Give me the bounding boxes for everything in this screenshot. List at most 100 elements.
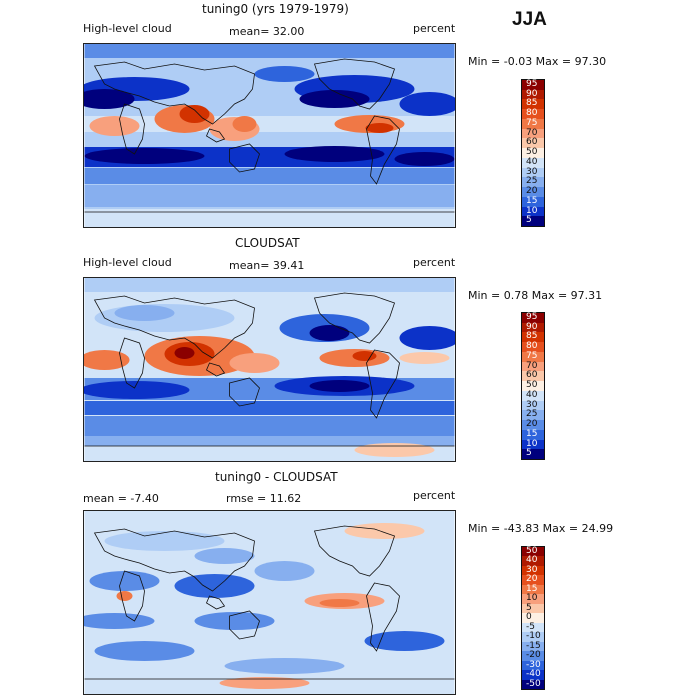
colorbar-swatch xyxy=(522,99,544,110)
colorbar-swatch xyxy=(522,118,544,129)
colorbar-swatch xyxy=(522,547,544,557)
colorbar-label: 25 xyxy=(526,176,538,187)
panel1-colorbar: 95 90 85 80 75 70 60 50 40 30 25 20 15 10 5 xyxy=(521,79,545,227)
colorbar-swatch xyxy=(522,177,544,188)
colorbar-swatch xyxy=(522,584,544,595)
colorbar-swatch xyxy=(522,351,544,362)
colorbar-swatch xyxy=(522,400,544,411)
colorbar-swatch xyxy=(522,439,544,450)
colorbar-label: 90 xyxy=(526,88,538,99)
colorbar-label: 10 xyxy=(526,593,538,604)
colorbar-swatch xyxy=(522,128,544,139)
colorbar-swatch xyxy=(522,89,544,100)
colorbar-swatch xyxy=(522,332,544,343)
colorbar-swatch xyxy=(522,613,544,623)
panel2-colorbar: 95 90 85 80 75 70 60 50 40 30 25 20 15 10 5 xyxy=(521,312,545,460)
panel2-minmax: Min = 0.78 Max = 97.31 xyxy=(468,289,603,302)
colorbar-swatch xyxy=(522,641,544,652)
panel3-title: tuning0 - CLOUDSAT xyxy=(215,470,338,484)
colorbar-swatch xyxy=(522,420,544,430)
panel2-mean: mean= 39.41 xyxy=(229,259,305,272)
panel3-minmax: Min = -43.83 Max = 24.99 xyxy=(468,522,614,535)
colorbar-label: 20 xyxy=(526,419,538,430)
colorbar-label: 15 xyxy=(526,583,538,594)
colorbar-label: 5 xyxy=(526,215,532,226)
panel1-mean: mean= 32.00 xyxy=(229,25,305,38)
colorbar-label: -15 xyxy=(526,640,541,651)
colorbar-label: -20 xyxy=(526,650,541,661)
colorbar-swatch xyxy=(522,429,544,440)
colorbar-swatch xyxy=(522,390,544,401)
colorbar-label: 10 xyxy=(526,205,538,216)
colorbar-label: 75 xyxy=(526,117,538,128)
colorbar-swatch xyxy=(522,575,544,585)
panel1-map xyxy=(83,43,456,228)
colorbar-label: 20 xyxy=(526,574,538,585)
colorbar-swatch xyxy=(522,449,544,459)
colorbar-label: 50 xyxy=(526,546,538,556)
colorbar-label: 20 xyxy=(526,186,538,197)
colorbar-swatch xyxy=(522,556,544,566)
panel3-colorbar: 50 40 30 20 15 10 5 0 -5 -10 -15 -20 -30 -40 -50 xyxy=(521,546,545,690)
colorbar-label: -30 xyxy=(526,659,541,670)
panel1-left-label: High-level cloud xyxy=(83,22,172,35)
colorbar-label: 40 xyxy=(526,555,538,566)
colorbar-label: 60 xyxy=(526,137,538,148)
colorbar-swatch xyxy=(522,670,544,680)
panel3-map xyxy=(83,510,456,695)
colorbar-label: 85 xyxy=(526,331,538,342)
colorbar-label: 10 xyxy=(526,438,538,449)
colorbar-swatch xyxy=(522,679,544,689)
colorbar-label: -50 xyxy=(526,678,541,689)
colorbar-swatch xyxy=(522,651,544,661)
colorbar-swatch xyxy=(522,206,544,217)
panel2-title: CLOUDSAT xyxy=(235,236,300,250)
colorbar-swatch xyxy=(522,322,544,333)
colorbar-label: 60 xyxy=(526,370,538,381)
colorbar-label: 95 xyxy=(526,312,538,322)
panel2-units: percent xyxy=(413,256,456,269)
colorbar-swatch xyxy=(522,660,544,671)
colorbar-label: 5 xyxy=(526,602,532,613)
season-label: JJA xyxy=(512,9,547,30)
colorbar-label: 50 xyxy=(526,147,538,158)
colorbar-label: 40 xyxy=(526,389,538,400)
colorbar-swatch xyxy=(522,80,544,90)
colorbar-swatch xyxy=(522,167,544,178)
colorbar-label: 0 xyxy=(526,612,532,623)
colorbar-swatch xyxy=(522,157,544,168)
colorbar-swatch xyxy=(522,632,544,642)
colorbar-swatch xyxy=(522,342,544,352)
colorbar-swatch xyxy=(522,138,544,149)
colorbar-label: 75 xyxy=(526,350,538,361)
colorbar-swatch xyxy=(522,603,544,614)
colorbar-swatch xyxy=(522,361,544,372)
panel1-units: percent xyxy=(413,22,456,35)
colorbar-swatch xyxy=(522,148,544,158)
colorbar-label: 90 xyxy=(526,321,538,332)
colorbar-label: 70 xyxy=(526,360,538,371)
panel2-map xyxy=(83,277,456,462)
colorbar-label: 30 xyxy=(526,564,538,575)
colorbar-swatch xyxy=(522,381,544,391)
colorbar-label: 30 xyxy=(526,399,538,410)
colorbar-label: 15 xyxy=(526,195,538,206)
panel3-units: percent xyxy=(413,489,456,502)
colorbar-label: 85 xyxy=(526,98,538,109)
panel2-left-label: High-level cloud xyxy=(83,256,172,269)
colorbar-label: -10 xyxy=(526,631,541,642)
colorbar-label: 80 xyxy=(526,108,538,119)
panel3-rmse: rmse = 11.62 xyxy=(226,492,302,505)
panel1-title: tuning0 (yrs 1979-1979) xyxy=(202,2,349,16)
colorbar-swatch xyxy=(522,313,544,323)
colorbar-swatch xyxy=(522,216,544,226)
colorbar-swatch xyxy=(522,187,544,197)
colorbar-swatch xyxy=(522,565,544,576)
colorbar-swatch xyxy=(522,594,544,604)
colorbar-swatch xyxy=(522,622,544,633)
panel3-mean: mean = -7.40 xyxy=(83,492,159,505)
colorbar-swatch xyxy=(522,410,544,421)
panel1-minmax: Min = -0.03 Max = 97.30 xyxy=(468,55,607,68)
colorbar-swatch xyxy=(522,371,544,382)
colorbar-label: 80 xyxy=(526,341,538,352)
